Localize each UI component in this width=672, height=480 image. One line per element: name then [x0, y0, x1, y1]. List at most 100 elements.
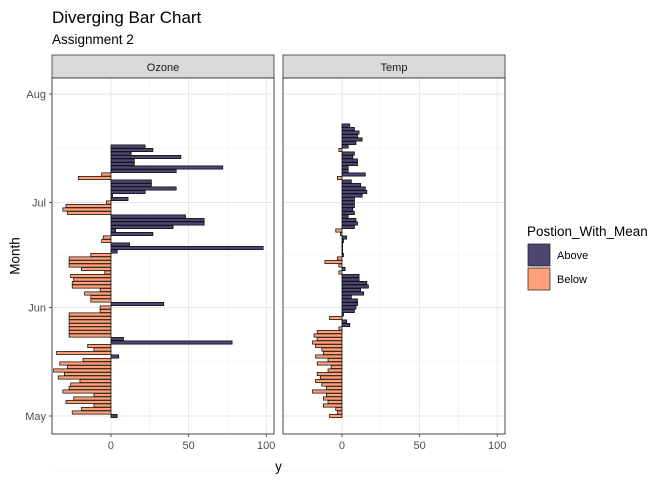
facet-strip-label: Temp	[381, 62, 408, 74]
bar	[341, 281, 368, 285]
bar	[67, 211, 112, 215]
bar	[68, 330, 112, 334]
bar	[81, 407, 112, 411]
bar	[341, 144, 349, 149]
bar	[110, 337, 124, 341]
bar	[68, 319, 112, 324]
bar	[68, 316, 112, 320]
bar	[341, 141, 357, 145]
x-tick-label: 0	[339, 440, 345, 452]
bar	[341, 323, 351, 327]
bar	[319, 375, 343, 380]
legend-swatch-above	[527, 243, 551, 267]
bar	[336, 176, 343, 180]
bar	[341, 309, 355, 313]
bar	[335, 228, 343, 233]
bar	[341, 249, 343, 254]
bar	[316, 372, 343, 376]
bar	[79, 379, 112, 383]
bar	[62, 207, 112, 212]
bar	[105, 200, 112, 205]
bar	[73, 277, 112, 282]
bar	[341, 155, 354, 159]
x-axis-title: y	[275, 459, 282, 474]
bar	[341, 312, 344, 317]
bar	[338, 326, 343, 331]
y-axis: May Jun Jul Aug	[25, 89, 52, 423]
chart-subtitle: Assignment 2	[52, 32, 134, 47]
bar	[341, 207, 354, 212]
bar	[341, 242, 343, 247]
y-tick-label: Jul	[32, 198, 46, 210]
bar	[341, 204, 355, 208]
x-tick-label: 0	[108, 440, 114, 452]
bar	[110, 221, 205, 226]
bar	[327, 368, 343, 373]
bar	[110, 155, 182, 159]
bar	[110, 218, 205, 222]
bar	[315, 379, 343, 383]
bar	[327, 400, 343, 404]
bar	[110, 214, 186, 219]
bar	[341, 200, 355, 205]
bar	[110, 197, 129, 201]
bar	[341, 277, 360, 282]
bar	[93, 403, 112, 408]
bar	[336, 256, 343, 261]
bar	[341, 158, 358, 163]
bar	[338, 270, 343, 275]
bar	[110, 169, 177, 173]
bar	[73, 396, 112, 401]
bar	[341, 130, 360, 135]
bar	[68, 263, 112, 268]
bar	[110, 179, 152, 184]
bar	[110, 148, 154, 152]
bar	[341, 172, 366, 177]
bar	[65, 400, 112, 404]
bar	[312, 340, 343, 345]
legend-title: Postion_With_Mean	[527, 224, 648, 239]
bar	[93, 393, 112, 397]
bar	[62, 389, 112, 394]
bar	[67, 365, 112, 369]
bar	[341, 165, 349, 170]
bar	[341, 305, 357, 310]
bar	[341, 221, 358, 226]
bar	[316, 361, 343, 366]
bar	[341, 298, 358, 303]
bar	[110, 228, 117, 233]
bar	[323, 351, 343, 355]
bar	[110, 162, 135, 166]
bar	[110, 249, 118, 254]
bar	[110, 225, 174, 229]
bar	[90, 253, 112, 257]
bar	[59, 361, 112, 366]
bar	[68, 326, 112, 331]
bar	[110, 246, 264, 250]
bar	[335, 407, 343, 411]
bar	[326, 393, 343, 397]
bar	[71, 284, 112, 289]
bar	[324, 260, 343, 264]
bar	[330, 365, 343, 369]
bar	[321, 347, 343, 352]
bar	[110, 414, 118, 418]
bar	[110, 193, 113, 198]
bar	[68, 256, 112, 261]
bar	[110, 158, 135, 163]
bar	[68, 312, 112, 317]
bar	[110, 183, 152, 187]
bar	[110, 354, 120, 359]
x-tick-label: 50	[413, 440, 425, 452]
bar	[57, 375, 112, 380]
bar	[101, 239, 112, 243]
bar	[341, 253, 344, 257]
bar	[341, 274, 360, 278]
legend-label-above: Above	[557, 250, 588, 262]
bar	[341, 218, 357, 222]
bar	[341, 179, 352, 184]
bar	[341, 134, 358, 138]
bar	[341, 211, 355, 215]
bar	[329, 414, 343, 418]
bar	[110, 340, 233, 345]
